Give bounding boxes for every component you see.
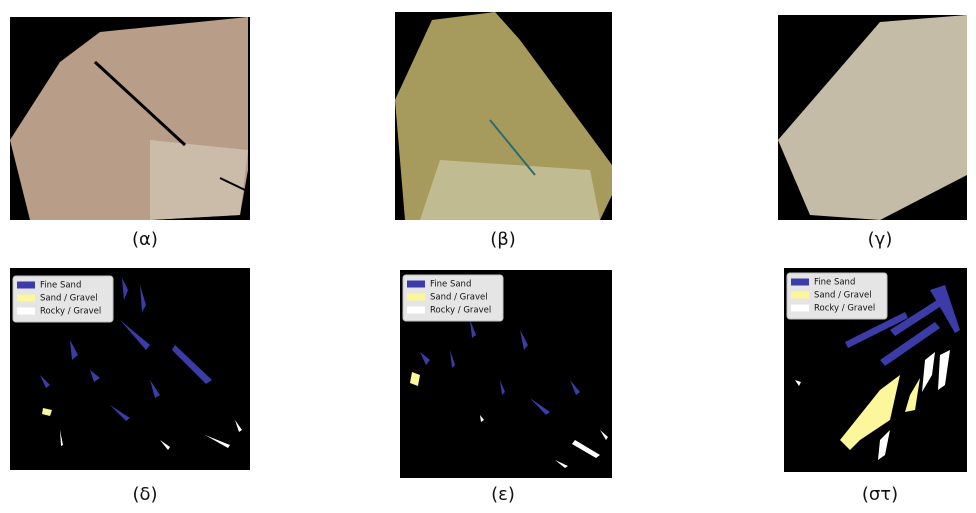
image-b (395, 12, 612, 220)
legend-swatch (17, 308, 35, 315)
panel-caption: (στ) (862, 484, 898, 505)
image-a (10, 17, 250, 220)
legend-swatch (407, 294, 425, 301)
panel-caption: (ε) (491, 484, 515, 505)
page: {"panels": [ {"caption": "(α)"}, {"capti… (0, 0, 976, 513)
legend-label: Rocky / Gravel (40, 307, 101, 317)
panel-caption: (δ) (132, 484, 157, 505)
legend-label: Sand / Gravel (40, 294, 98, 304)
legend-label: Rocky / Gravel (430, 306, 491, 316)
legend-label: Rocky / Gravel (814, 304, 875, 314)
legend-swatch (17, 295, 35, 302)
legend-swatch (791, 279, 809, 286)
legend-label: Sand / Gravel (814, 291, 872, 301)
legend-label: Fine Sand (814, 278, 855, 288)
legend-label: Sand / Gravel (430, 293, 488, 303)
legend-swatch (407, 281, 425, 288)
legend-swatch (791, 305, 809, 312)
legend-swatch (791, 292, 809, 299)
legend: Fine Sand Sand / Gravel Rocky / Gravel (13, 276, 113, 322)
legend-swatch (17, 282, 35, 289)
legend-swatch (407, 307, 425, 314)
figure: (α) (β) (γ) (δ) Fine Sand Sand / Gravel Rocky … (0, 0, 976, 513)
panel-caption: (α) (132, 229, 158, 250)
legend: Fine Sand Sand / Gravel Rocky / Gravel (787, 273, 887, 319)
legend-label: Fine Sand (40, 281, 81, 291)
legend-label: Fine Sand (430, 280, 471, 290)
legend: Fine Sand Sand / Gravel Rocky / Gravel (403, 275, 503, 321)
panel-caption: (β) (490, 229, 516, 250)
panel-caption: (γ) (868, 229, 893, 250)
image-c (778, 15, 967, 220)
